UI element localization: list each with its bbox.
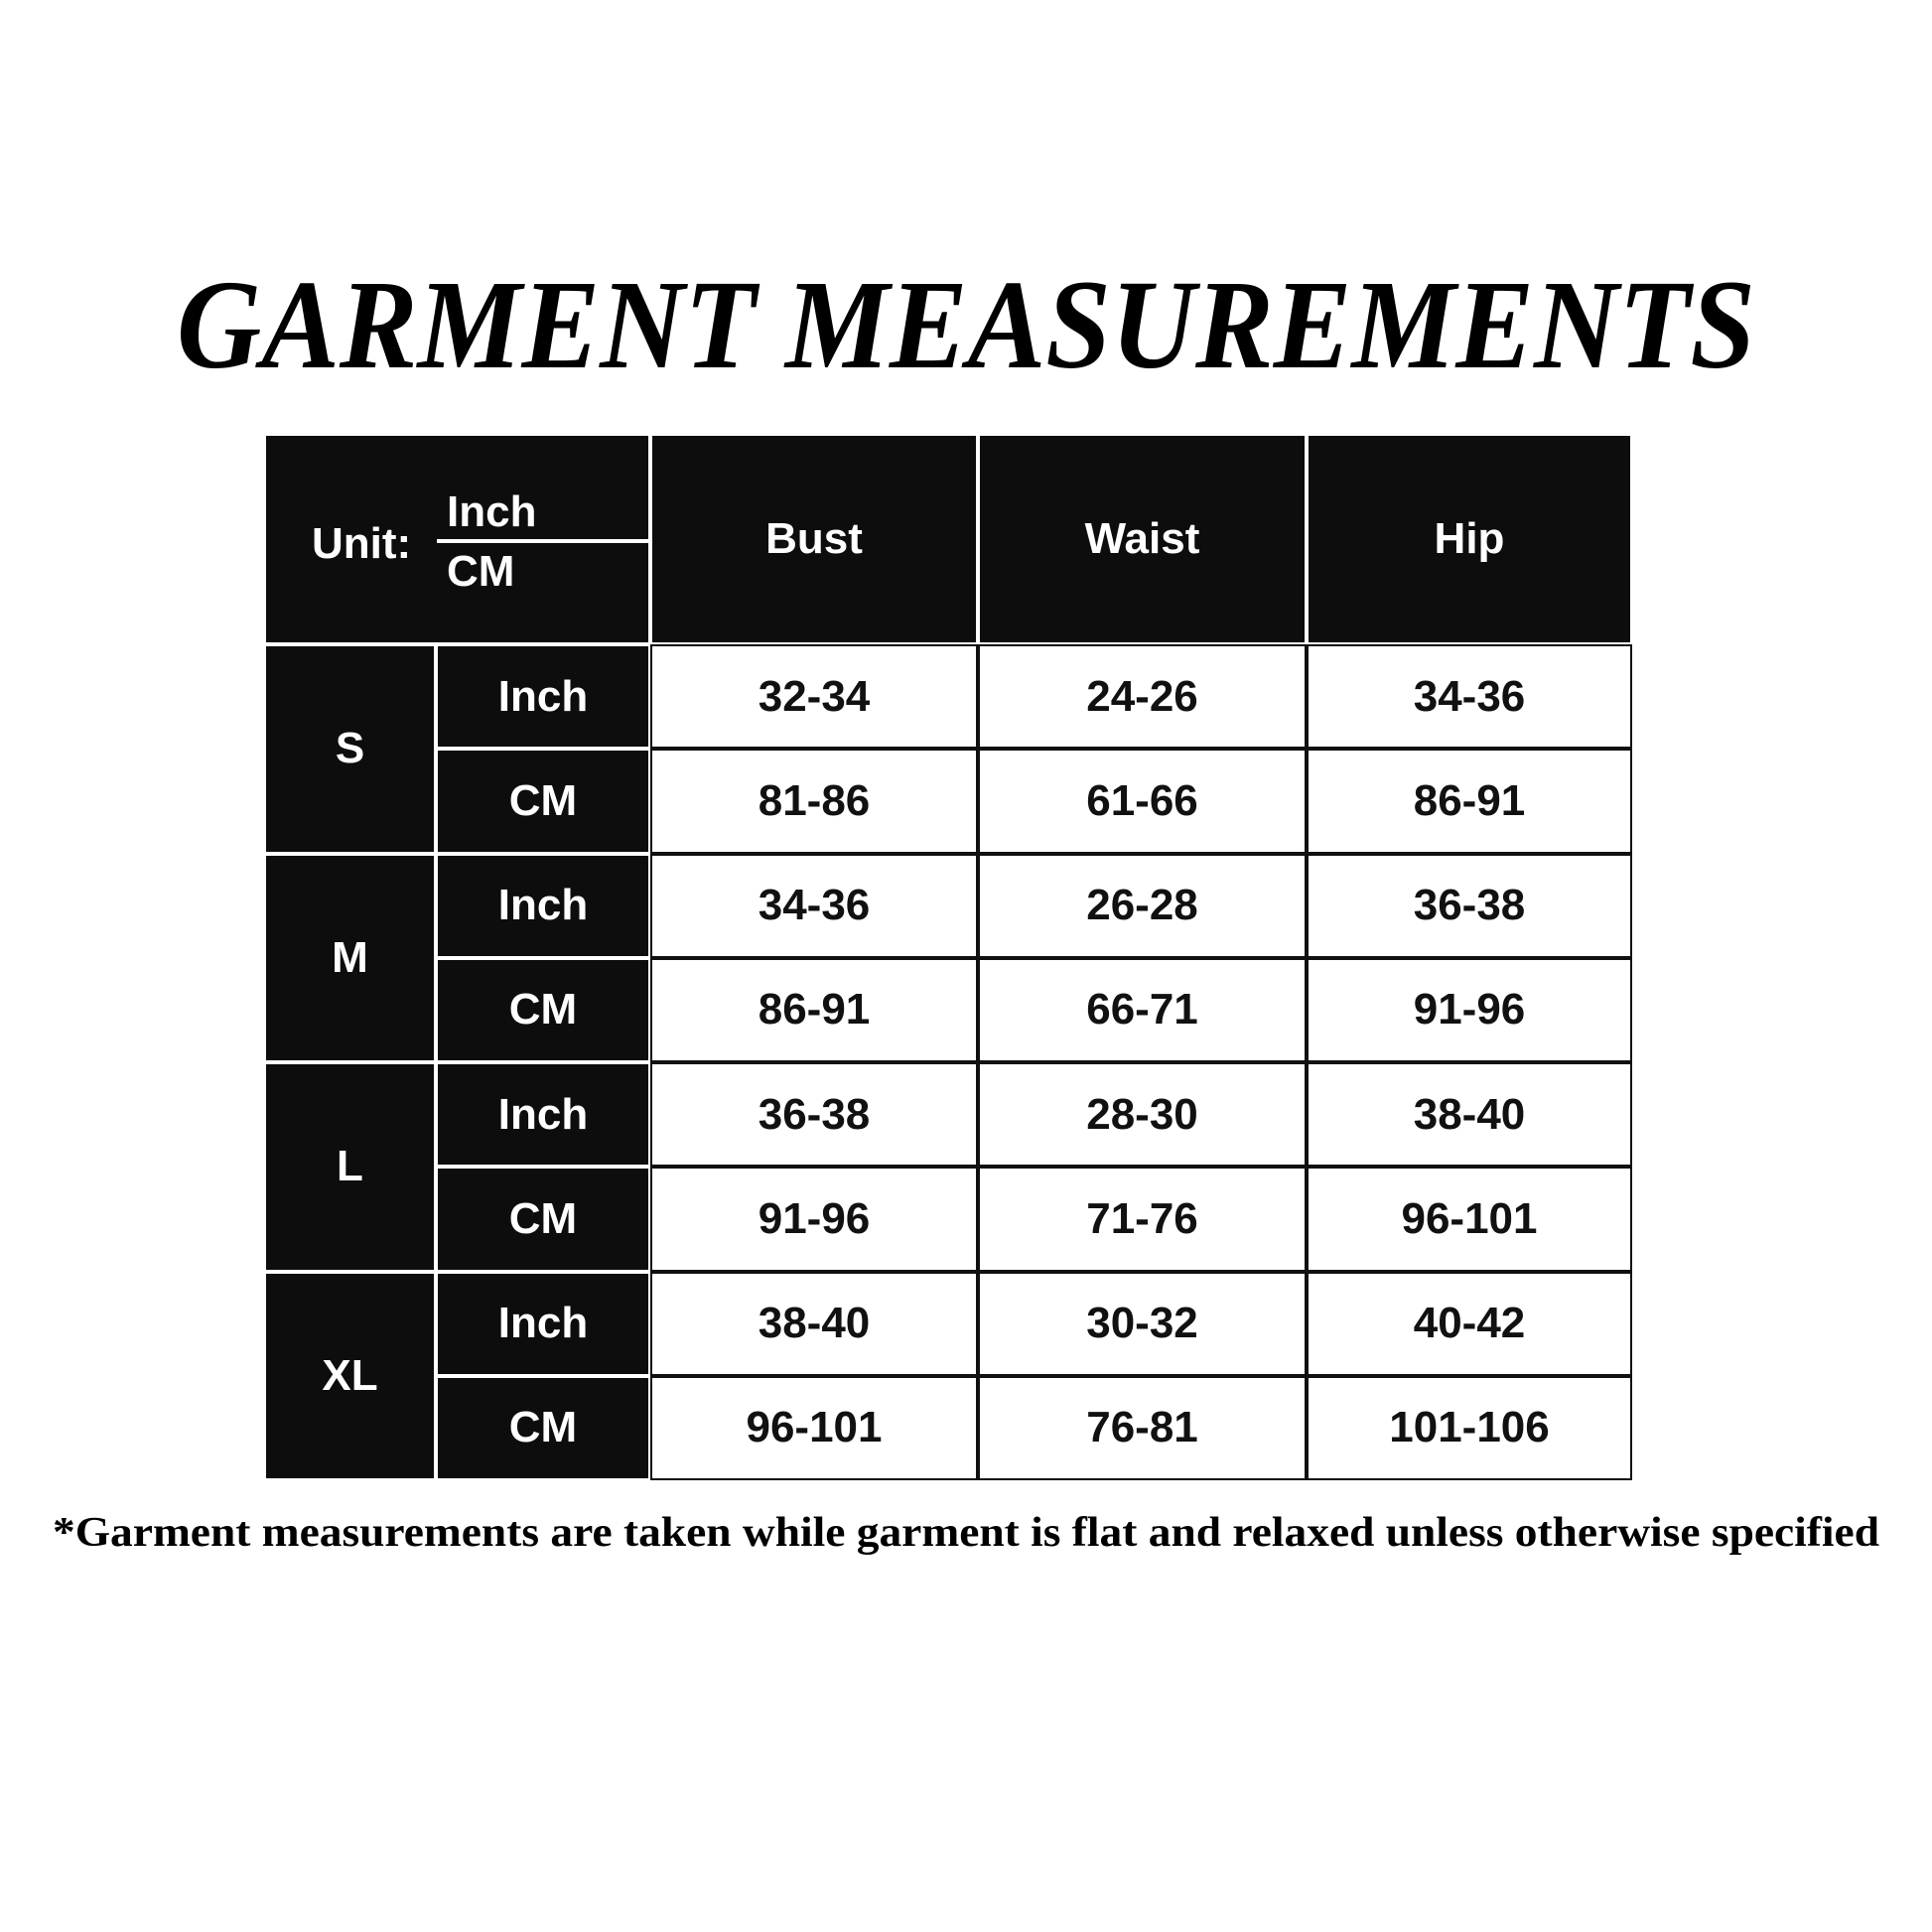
size-label-m: M [264,853,436,1062]
measurement-cell: 71-76 [978,1167,1307,1272]
unit-label-cell: Inch [436,1271,650,1376]
measurement-cell: 34-36 [650,853,978,958]
size-label-xl: XL [264,1271,436,1480]
measurement-cell: 32-34 [650,644,978,750]
unit-label-cell: CM [436,749,650,854]
unit-label-cell: CM [436,1167,650,1272]
measurement-cell: 91-96 [1307,957,1632,1062]
unit-label-cell: CM [436,957,650,1062]
unit-label-cell: Inch [436,644,650,750]
unit-cm-label: CM [447,547,515,596]
column-header-bust: Bust [650,434,978,644]
unit-divider [437,539,651,543]
measurement-cell: 28-30 [978,1062,1307,1168]
size-label-s: S [264,644,436,854]
column-header-hip: Hip [1307,434,1632,644]
measurement-cell: 34-36 [1307,644,1632,750]
measurement-cell: 61-66 [978,749,1307,854]
footnote-text: *Garment measurements are taken while ga… [53,1510,1879,1556]
unit-label-cell: Inch [436,853,650,958]
measurement-cell: 101-106 [1307,1375,1632,1480]
size-label-l: L [264,1062,436,1272]
measurement-cell: 38-40 [1307,1062,1632,1168]
measurement-cell: 66-71 [978,957,1307,1062]
unit-label: Unit: [312,519,412,568]
measurement-cell: 76-81 [978,1375,1307,1480]
measurement-cell: 86-91 [1307,749,1632,854]
measurement-cell: 40-42 [1307,1271,1632,1376]
measurement-cell: 86-91 [650,957,978,1062]
measurement-cell: 36-38 [650,1062,978,1168]
measurement-cell: 91-96 [650,1167,978,1272]
unit-header-cell: Unit: Inch CM [264,434,651,644]
footnote: *Garment measurements are taken while ga… [53,1510,1879,1556]
measurement-cell: 36-38 [1307,853,1632,958]
measurement-cell: 30-32 [978,1271,1307,1376]
measurement-cell: 96-101 [1307,1167,1632,1272]
title-text: GARMENT MEASUREMENTS [177,268,1755,395]
unit-inch-label: Inch [447,487,537,536]
size-chart-table: Unit: Inch CM Bust Waist Hip S Inch 32-34 2… [264,434,1632,1480]
unit-label-cell: CM [436,1375,650,1480]
measurement-cell: 81-86 [650,749,978,854]
page-title: GARMENT MEASUREMENTS [177,268,1755,395]
measurement-cell: 96-101 [650,1375,978,1480]
unit-label-cell: Inch [436,1062,650,1168]
measurement-cell: 24-26 [978,644,1307,750]
column-header-waist: Waist [978,434,1307,644]
measurement-cell: 26-28 [978,853,1307,958]
measurement-cell: 38-40 [650,1271,978,1376]
